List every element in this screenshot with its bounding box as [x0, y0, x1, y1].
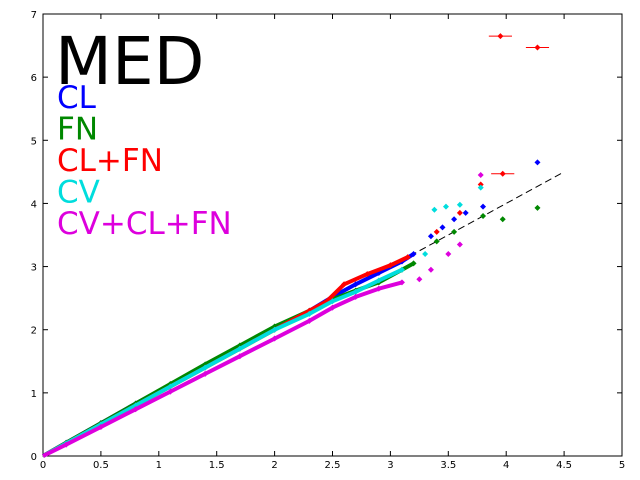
data-point [410, 260, 417, 267]
data-point [387, 262, 394, 269]
chart-title: MED [55, 23, 204, 100]
data-point [364, 271, 371, 278]
data-point [480, 203, 487, 210]
y-tick-label: 1 [31, 389, 37, 400]
y-tick-label: 3 [31, 263, 37, 274]
data-point [202, 370, 209, 377]
legend-entry: FN [57, 112, 98, 148]
y-tick-label: 5 [31, 136, 37, 147]
data-point [422, 250, 429, 257]
data-point [97, 423, 104, 430]
data-point [352, 281, 359, 288]
legend-entry: CL [57, 80, 97, 116]
x-tick-label: 2.5 [325, 460, 341, 471]
data-point [306, 310, 313, 317]
data-point [398, 279, 405, 286]
data-point [329, 298, 336, 305]
axis-ticks: 0 0.5 1 1.5 2 2.5 3 3.5 4 4.5 5 0 1 2 3 4 5 6 7 [31, 10, 626, 471]
x-tick-label: 5 [619, 460, 625, 471]
data-point [271, 326, 278, 333]
data-point [202, 364, 209, 371]
data-point [534, 159, 541, 166]
data-point [433, 228, 440, 235]
legend-entry: CL+FN [57, 143, 163, 179]
data-point [445, 250, 452, 257]
data-point [477, 181, 484, 188]
data-point [167, 383, 174, 390]
data-point [375, 277, 382, 284]
data-point [439, 224, 446, 231]
data-point [375, 285, 382, 292]
data-point [433, 238, 440, 245]
data-point [236, 345, 243, 352]
data-point [442, 203, 449, 210]
data-point [431, 206, 438, 213]
error-bars [488, 35, 550, 175]
data-point [63, 441, 70, 448]
data-point [462, 209, 469, 216]
data-point [329, 304, 336, 311]
y-tick-label: 4 [31, 199, 37, 210]
data-point [352, 288, 359, 295]
x-tick-label: 1 [156, 460, 162, 471]
series-trace [42, 280, 403, 458]
x-tick-label: 4.5 [556, 460, 572, 471]
y-tick-label: 6 [31, 73, 37, 84]
data-point [456, 209, 463, 216]
data-point [477, 184, 484, 191]
data-point [410, 250, 417, 257]
data-point [132, 406, 139, 413]
x-tick-label: 0.5 [93, 460, 109, 471]
data-point [427, 266, 434, 273]
data-point [477, 172, 484, 179]
data-point [167, 388, 174, 395]
y-tick-label: 7 [31, 10, 37, 21]
data-point [416, 276, 423, 283]
x-tick-label: 2 [271, 460, 277, 471]
x-tick-label: 3.5 [440, 460, 456, 471]
x-tick-label: 1.5 [209, 460, 225, 471]
data-point [427, 233, 434, 240]
x-tick-label: 3 [387, 460, 393, 471]
legend-entry: CV [57, 175, 100, 211]
data-point [271, 335, 278, 342]
data-point [341, 281, 348, 288]
data-point [451, 228, 458, 235]
data-point [352, 293, 359, 300]
x-tick-label: 0 [40, 460, 46, 471]
data-point [480, 213, 487, 220]
data-point [306, 317, 313, 324]
legend-entry: CV+CL+FN [57, 206, 232, 242]
data-point [398, 266, 405, 273]
data-point [499, 216, 506, 223]
data-points [42, 33, 541, 458]
data-point [456, 241, 463, 248]
data-point [451, 216, 458, 223]
data-point [456, 201, 463, 208]
x-tick-label: 4 [503, 460, 509, 471]
data-point [236, 353, 243, 360]
data-point [404, 254, 411, 261]
y-tick-label: 2 [31, 326, 37, 337]
data-point [534, 204, 541, 211]
y-tick-label: 0 [31, 452, 37, 463]
